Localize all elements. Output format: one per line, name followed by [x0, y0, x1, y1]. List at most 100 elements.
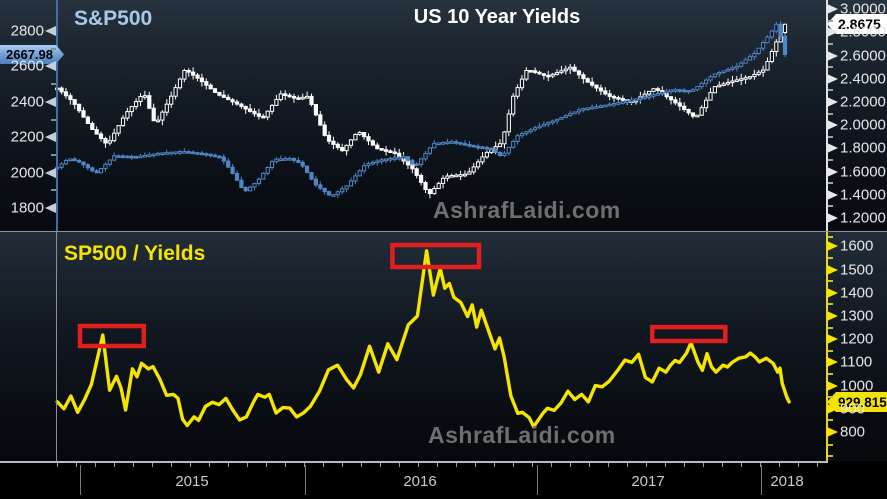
- year-separator: [537, 465, 538, 495]
- highlight-box: [77, 323, 147, 349]
- axis-tick-arrow-icon: [827, 50, 838, 61]
- time-axis-month-tick: [551, 463, 552, 467]
- axis-tick-arrow-icon: [45, 203, 56, 213]
- time-axis-month-tick: [228, 463, 229, 467]
- axis-tick-label: 2000: [10, 164, 44, 182]
- year-separator: [80, 465, 81, 495]
- axis-tick-label: 900: [840, 400, 866, 418]
- ratio-last-price-badge: 929.8159: [827, 392, 887, 412]
- axis-tick-arrow-icon: [827, 143, 838, 154]
- sp500-candles: [55, 21, 788, 199]
- year-separator: [761, 465, 762, 495]
- yield-last-price-badge: 2.8675: [827, 14, 887, 34]
- axis-tick-arrow-icon: [45, 167, 56, 178]
- time-axis-month-tick: [532, 463, 533, 467]
- axis-tick-arrow-icon: [827, 27, 838, 38]
- time-axis-month-tick: [304, 463, 305, 467]
- time-axis-month-tick: [646, 463, 647, 467]
- time-axis-month-tick: [817, 463, 818, 467]
- top-left-axis-line: [56, 0, 58, 231]
- highlight-box: [650, 324, 728, 344]
- axis-minor-tick: [828, 349, 833, 352]
- time-axis-year-label: 2018: [770, 473, 804, 490]
- axis-tick-label: 2.6000: [840, 47, 886, 65]
- time-axis-month-tick: [703, 463, 704, 467]
- axis-minor-tick: [51, 118, 56, 121]
- time-axis-month-tick: [798, 463, 799, 467]
- highlight-box: [390, 242, 482, 270]
- axis-minor-tick: [828, 66, 833, 69]
- axis-tick-label: 1.6000: [840, 163, 886, 181]
- bottom-panel: [0, 232, 887, 461]
- yields-candles: [55, 23, 788, 199]
- axis-tick-label: 1300: [840, 307, 874, 325]
- time-axis-month-tick: [114, 463, 115, 467]
- time-axis-month-tick: [513, 463, 514, 467]
- axis-minor-tick: [828, 159, 833, 161]
- axis-tick-arrow-icon: [827, 427, 838, 437]
- time-axis-month-tick: [684, 463, 685, 467]
- time-axis-line[interactable]: [0, 461, 828, 463]
- axis-minor-tick: [828, 19, 833, 22]
- axis-minor-tick: [828, 326, 833, 329]
- axis-tick-label: 2400: [10, 93, 44, 111]
- axis-tick-label: 1800: [10, 199, 44, 217]
- time-axis-month-tick: [456, 463, 457, 467]
- time-axis-month-tick: [76, 463, 77, 467]
- time-axis-month-tick: [665, 463, 666, 467]
- axis-tick-label: 1200: [840, 330, 874, 348]
- axis-tick-label: 1.4000: [840, 186, 886, 204]
- axis-tick-arrow-icon: [45, 132, 56, 143]
- axis-minor-tick: [828, 419, 833, 422]
- axis-tick-label: 1100: [840, 353, 873, 371]
- time-axis-month-tick: [570, 463, 571, 467]
- time-axis-month-tick: [247, 463, 248, 467]
- axis-minor-tick: [51, 83, 56, 86]
- time-axis-month-tick: [589, 463, 590, 467]
- axis-tick-arrow-icon: [827, 357, 838, 368]
- time-axis-month-tick: [779, 463, 780, 467]
- top-chart-canvas[interactable]: [0, 0, 887, 232]
- time-axis-month-tick: [380, 463, 381, 467]
- axis-tick-label: 2800: [10, 22, 44, 40]
- time-axis-month-tick: [152, 463, 153, 467]
- time-axis-month-tick: [494, 463, 495, 467]
- ratio-line: [55, 249, 791, 429]
- axis-minor-tick: [828, 396, 833, 399]
- ratio-series-label: SP500 / Yields: [64, 242, 206, 265]
- axis-tick-arrow-icon: [827, 334, 838, 345]
- time-axis-month-tick: [418, 463, 419, 467]
- axis-tick-arrow-icon: [45, 26, 56, 36]
- axis-tick-label: 1.2000: [840, 209, 886, 227]
- axis-tick-arrow-icon: [827, 166, 838, 177]
- axis-tick-arrow-icon: [827, 120, 838, 131]
- axis-tick-arrow-icon: [827, 4, 838, 15]
- axis-tick-label: 2600: [10, 57, 44, 75]
- axis-minor-tick: [828, 257, 833, 259]
- bottom-chart-canvas[interactable]: [0, 232, 887, 461]
- time-axis-month-tick: [285, 463, 286, 467]
- time-axis-year-label: 2016: [403, 473, 437, 490]
- axis-tick-arrow-icon: [45, 61, 56, 72]
- time-axis-month-tick: [190, 463, 191, 467]
- axis-tick-arrow-icon: [45, 96, 56, 107]
- axis-tick-arrow-icon: [827, 97, 838, 107]
- bottom-left-border-line: [56, 232, 57, 461]
- axis-minor-tick: [828, 112, 833, 115]
- axis-minor-tick: [828, 455, 833, 457]
- axis-minor-tick: [828, 444, 833, 446]
- axis-minor-tick: [828, 205, 833, 208]
- time-axis-year-label: 2017: [631, 473, 665, 490]
- axis-minor-tick: [51, 153, 56, 156]
- year-separator: [305, 465, 306, 495]
- axis-minor-tick: [828, 43, 833, 45]
- time-axis-month-tick: [171, 463, 172, 467]
- axis-tick-label: 1400: [840, 284, 874, 302]
- time-axis-month-tick: [95, 463, 96, 467]
- top-right-axis-line: [826, 0, 828, 231]
- time-axis-month-tick: [342, 463, 343, 467]
- axis-tick-label: 2.8000: [840, 23, 886, 41]
- top-watermark: AshrafLaidi.com: [433, 197, 621, 223]
- axis-tick-label: 1600: [840, 237, 874, 255]
- time-axis-month-tick: [741, 463, 742, 467]
